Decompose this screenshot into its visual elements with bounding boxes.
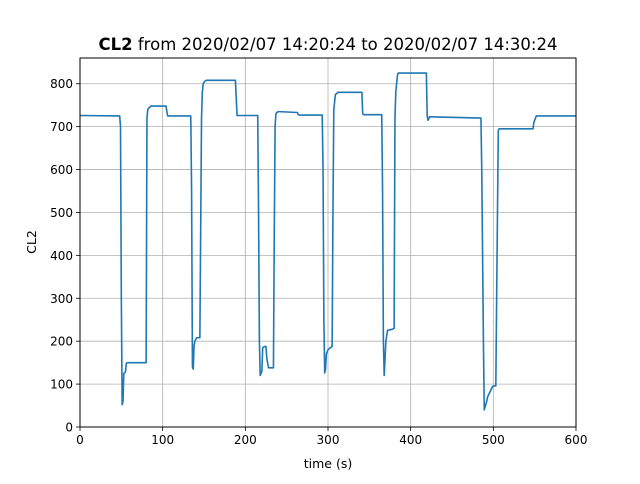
plot-area: [79, 72, 576, 411]
chart-title-bold: CL2: [99, 35, 133, 54]
y-axis-label: CL2: [24, 230, 39, 254]
x-axis-label: time (s): [304, 456, 352, 471]
x-tick-label: 500: [482, 433, 505, 447]
y-tick-label: 700: [50, 120, 73, 134]
x-tick-label: 200: [234, 433, 257, 447]
x-tick-label: 400: [399, 433, 422, 447]
y-tick-label: 200: [50, 335, 73, 349]
y-tick-label: 300: [50, 292, 73, 306]
y-axis: 0 100 200 300 400 500 600 700 800: [50, 77, 80, 435]
x-tick-label: 600: [565, 433, 588, 447]
x-tick-label: 0: [76, 433, 84, 447]
y-tick-label: 600: [50, 163, 73, 177]
x-tick-label: 100: [151, 433, 174, 447]
y-tick-label: 500: [50, 206, 73, 220]
grid: [79, 58, 577, 428]
y-tick-label: 100: [50, 378, 73, 392]
x-axis: 0 100 200 300 400 500 600: [76, 427, 587, 447]
chart-title-rest: from 2020/02/07 14:20:24 to 2020/02/07 1…: [133, 35, 558, 54]
series-line: [79, 72, 576, 411]
chart-title: CL2 from 2020/02/07 14:20:24 to 2020/02/…: [99, 35, 558, 54]
y-tick-label: 0: [65, 421, 73, 435]
y-tick-label: 400: [50, 249, 73, 263]
x-tick-label: 300: [317, 433, 340, 447]
y-tick-label: 800: [50, 77, 73, 91]
